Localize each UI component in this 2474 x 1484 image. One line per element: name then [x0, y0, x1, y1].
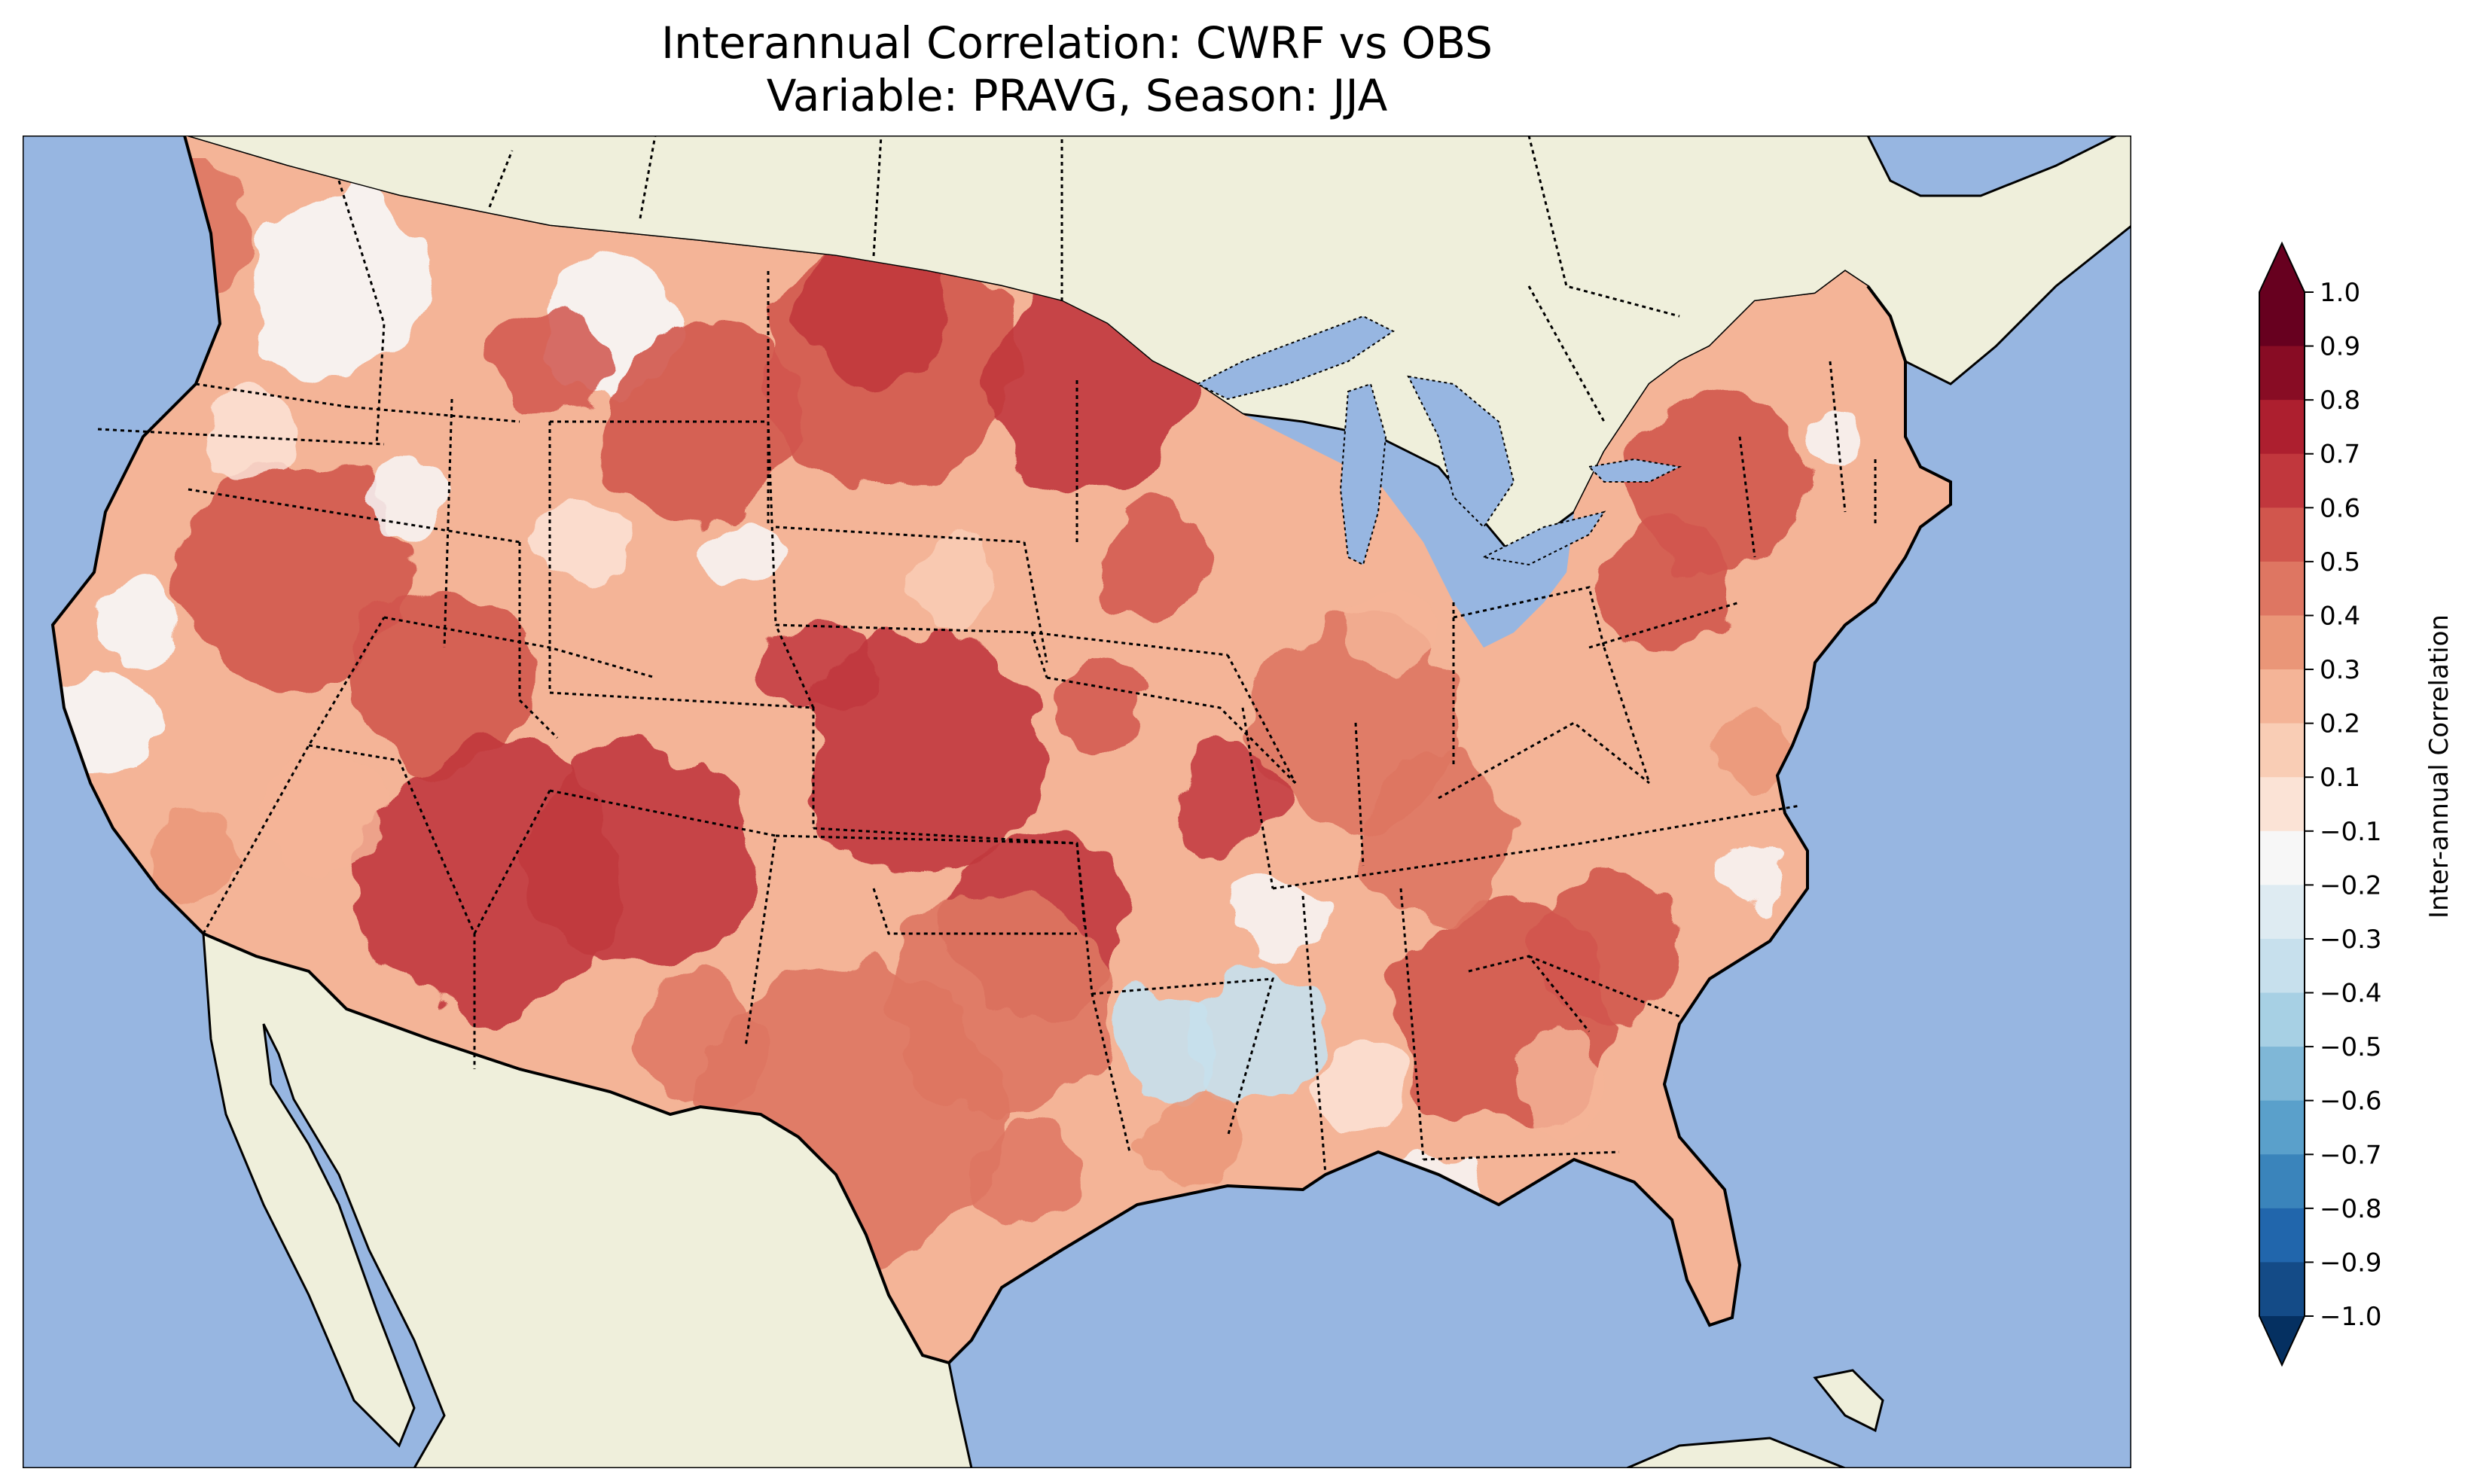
colorbar-band	[2259, 1154, 2305, 1209]
colorbar-tick-label: −0.7	[2320, 1140, 2382, 1170]
correlation-texture	[1318, 1047, 1408, 1137]
correlation-region	[1356, 753, 1521, 919]
colorbar-label: Inter-annual Correlation	[2424, 614, 2454, 919]
colorbar-tick-label: −0.2	[2320, 870, 2382, 900]
lake-erie	[1481, 510, 1606, 566]
correlation-texture	[1348, 587, 1438, 678]
colorbar-band	[2259, 1208, 2305, 1263]
correlation-region	[889, 888, 1115, 1114]
colorbar-tick-label: 1.0	[2320, 278, 2360, 308]
correlation-texture	[497, 309, 602, 414]
colorbar-tick-label: −0.9	[2320, 1248, 2382, 1278]
colorbar-band	[2259, 400, 2305, 455]
province-borders	[488, 136, 1680, 422]
correlation-texture	[377, 459, 452, 535]
correlation-texture	[1054, 663, 1145, 753]
colorbar-extend-over	[2259, 243, 2305, 292]
correlation-texture	[1717, 715, 1792, 791]
colorbar-band	[2259, 1047, 2305, 1102]
correlation-texture	[1725, 843, 1785, 904]
colorbar-band	[2259, 507, 2305, 562]
correlation-region	[806, 632, 1047, 873]
colorbar-tick-label: 0.9	[2320, 332, 2360, 362]
colorbar-band	[2259, 346, 2305, 401]
colorbar-tick-label: 0.7	[2320, 440, 2360, 470]
colorbar-tick-label: 0.8	[2320, 385, 2360, 416]
lake-michigan	[1339, 382, 1387, 566]
correlation-region	[1190, 971, 1325, 1107]
correlation-texture	[972, 1122, 1077, 1227]
colorbar-band	[2259, 938, 2305, 994]
correlation-texture	[640, 979, 761, 1099]
colorbar-tick-label: −1.0	[2320, 1302, 2382, 1332]
colorbar-band	[2259, 830, 2305, 885]
colorbar-tick-label: 0.3	[2320, 655, 2360, 685]
colorbar-tick-label: 0.5	[2320, 547, 2360, 577]
colorbar-band	[2259, 777, 2305, 832]
colorbar-band	[2259, 1262, 2305, 1317]
correlation-texture	[535, 497, 625, 587]
colorbar-extend-under	[2259, 1316, 2305, 1365]
correlation-texture	[1092, 497, 1213, 617]
lake-ontario	[1587, 458, 1682, 483]
colorbar-tick-label: −0.4	[2320, 979, 2382, 1009]
correlation-region	[90, 572, 181, 663]
colorbar-tick-label: 0.2	[2320, 709, 2360, 739]
map-panel	[23, 136, 2131, 1468]
correlation-region	[798, 233, 949, 384]
correlation-texture	[1175, 745, 1280, 851]
cuba-land	[1813, 1369, 1884, 1433]
colorbar-tick-label: 0.6	[2320, 493, 2360, 523]
colorbar-band	[2259, 453, 2305, 508]
colorbar-tick-label: −0.1	[2320, 817, 2382, 847]
correlation-texture	[1514, 1039, 1604, 1129]
colorbar-band	[2259, 669, 2305, 724]
colorbar-tick-label: −0.8	[2320, 1194, 2382, 1224]
correlation-region	[527, 745, 753, 971]
colorbar: −1.0 −0.9 −0.8 −0.7 −0.6 −0.5 −0.4 −0.3 −0.2 −0.1…	[2259, 241, 2454, 1367]
cuba-land-east	[1626, 1437, 1846, 1468]
correlation-texture	[768, 610, 874, 715]
colorbar-band	[2259, 615, 2305, 670]
great-lakes	[1195, 315, 1682, 566]
correlation-texture	[264, 753, 384, 873]
correlation-region	[1115, 994, 1220, 1099]
colorbar-band	[2259, 561, 2305, 616]
correlation-texture	[700, 520, 776, 595]
chart-title-line-2: Variable: PRAVG, Season: JJA	[766, 70, 1388, 121]
correlation-region	[1529, 873, 1679, 1024]
colorbar-tick-label: 0.4	[2320, 601, 2360, 631]
colorbar-band	[2259, 992, 2305, 1047]
state-borders	[97, 180, 1877, 1175]
lake-huron	[1407, 375, 1515, 529]
correlation-region	[354, 587, 535, 768]
colorbar-tick-label: −0.5	[2320, 1032, 2382, 1062]
correlation-texture	[904, 542, 994, 632]
colorbar-band	[2259, 885, 2305, 940]
correlation-texture	[1145, 1084, 1250, 1190]
correlation-texture	[151, 813, 241, 904]
colorbar-band	[2259, 723, 2305, 778]
colorbar-band	[2259, 292, 2305, 347]
colorbar-band	[2259, 1100, 2305, 1155]
correlation-region	[1597, 520, 1732, 655]
correlation-texture	[1228, 873, 1318, 964]
correlation-region	[249, 196, 429, 376]
colorbar-tick-label: 0.1	[2320, 763, 2360, 793]
correlation-region	[181, 459, 407, 685]
chart-title-line-1: Interannual Correlation: CWRF vs OBS	[660, 17, 1493, 69]
lake-superior	[1195, 315, 1395, 401]
colorbar-tick-label: −0.6	[2320, 1086, 2382, 1117]
colorbar-tick-label: −0.3	[2320, 925, 2382, 955]
